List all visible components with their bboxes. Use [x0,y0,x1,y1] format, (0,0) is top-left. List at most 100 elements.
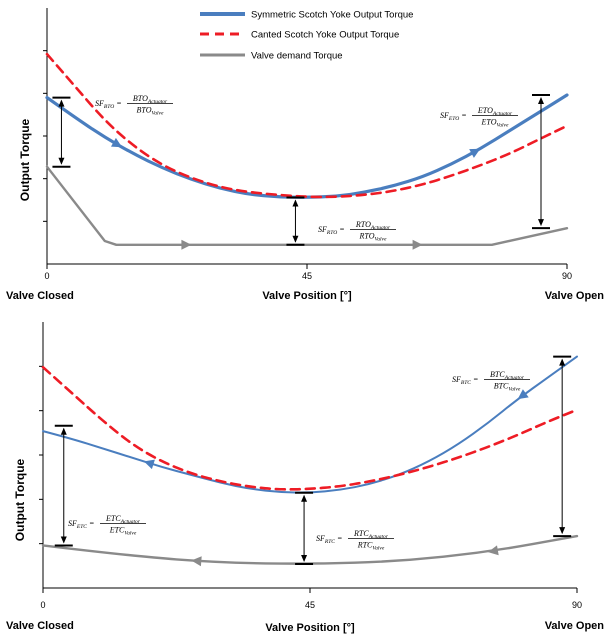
sf-arrowhead-bottom [559,527,566,535]
legend: Symmetric Scotch Yoke Output Torque Cante… [200,10,413,62]
sf-subscript: BTO [104,104,114,110]
sf-num-text: ETO [477,106,493,115]
sf-arrowhead-bottom [301,555,308,563]
sf-formula-lhs: SFBTO = [95,99,122,110]
sf-numerator: ETCActuator [105,514,141,525]
direction-arrow [111,137,123,148]
sf-num-subscript: Actuator [368,534,389,540]
y-axis-title: Output Torque [18,118,32,201]
sf-equals: = [114,99,121,108]
sf-subscript: BTC [461,380,471,386]
x-axis-title: Valve Position [°] [262,290,352,302]
sf-denominator: BTOValve [137,106,164,117]
sf-num-subscript: Actuator [492,111,513,117]
sf-formula-lhs: SFETO = [440,111,467,122]
sf-num-subscript: Actuator [120,519,141,525]
sf-den-text: BTO [137,106,152,115]
direction-arrow [143,459,155,470]
sf-arrowhead-top [538,97,544,105]
legend-label-demand: Valve demand Torque [251,51,343,62]
sf-subscript: ETC [76,524,87,530]
sf-num-subscript: Actuator [370,225,391,231]
end-label-closed: Valve Closed [6,620,74,632]
sf-numerator: BTOActuator [133,94,168,105]
sf-num-text: RTO [355,220,371,229]
direction-arrow [469,148,481,158]
sf-arrowhead-bottom [292,235,299,243]
sf-formula-lhs: SFRTO = [318,225,345,236]
sf-arrowhead-bottom [58,157,65,165]
sf-denominator: RTCValve [357,541,385,552]
sf-arrowhead-bottom [538,219,544,227]
sf-formula-lhs: SFBTC = [452,375,478,386]
sf-arrowhead-top [292,199,299,207]
sf-equals: = [335,534,342,543]
sf-num-text: BTC [490,370,505,379]
sf-symbol: SF [318,225,327,234]
sf-num-text: BTO [133,94,148,103]
sf-subscript: RTO [326,230,337,236]
series-line-canted [45,52,569,199]
end-label-open: Valve Open [545,290,605,302]
sf-den-subscript: Valve [497,123,509,129]
sf-arrowhead-bottom [60,536,67,544]
x-tick-label: 45 [302,271,312,281]
x-tick-label: 0 [40,600,45,610]
sf-num-text: ETC [105,514,121,523]
chart-lower: 0 45 90 Valve Position [°] Valve Closed Valve… [6,322,604,634]
sf-arrowhead-top [301,494,308,502]
sf-num-text: RTC [353,529,369,538]
sf-numerator: RTCActuator [353,529,389,540]
direction-arrow [517,389,529,400]
sf-symbol: SF [95,99,104,108]
chart-upper: 0 45 90 Valve Position [°] Valve Closed Valve… [6,8,604,302]
sf-denominator: ETCValve [109,526,137,537]
direction-arrow [412,239,423,250]
sf-numerator: BTCActuator [490,370,525,381]
sf-den-text: ETO [481,118,497,127]
legend-label-symmetric: Symmetric Scotch Yoke Output Torque [251,10,413,21]
x-tick-label: 90 [572,600,582,610]
sf-denominator: RTOValve [359,232,387,243]
sf-denominator: BTCValve [494,382,521,393]
sf-formula-lhs: SFRTC = [316,534,342,545]
sf-subscript: ETO [448,116,459,122]
sf-den-subscript: Valve [375,237,387,243]
direction-arrow [488,545,499,556]
sf-den-subscript: Valve [372,546,384,552]
sf-den-text: RTC [357,541,373,550]
sf-equals: = [337,225,344,234]
series-line-symmetric [45,93,569,199]
direction-arrow [191,556,202,567]
direction-arrow [181,239,192,250]
sf-symbol: SF [316,534,325,543]
sf-equals: = [87,519,94,528]
series-line-canted [41,365,579,491]
legend-label-canted: Canted Scotch Yoke Output Torque [251,30,399,41]
sf-subscript: RTC [324,539,335,545]
series-line-demand [45,165,569,246]
sf-formula-lhs: SFETC = [68,519,94,530]
end-label-open: Valve Open [545,620,605,632]
x-axis-title: Valve Position [°] [265,622,355,634]
end-label-closed: Valve Closed [6,290,74,302]
sf-numerator: ETOActuator [477,106,513,117]
sf-symbol: SF [68,519,77,528]
sf-equals: = [459,111,466,120]
sf-den-text: BTC [494,382,509,391]
x-tick-label: 90 [562,271,572,281]
sf-num-subscript: Actuator [147,99,168,105]
sf-arrowhead-top [559,358,566,366]
sf-equals: = [471,375,478,384]
y-axis-title: Output Torque [13,458,27,541]
sf-denominator: ETOValve [481,118,509,129]
sf-den-subscript: Valve [124,531,136,537]
sf-den-subscript: Valve [152,111,164,117]
sf-den-text: RTO [359,232,375,241]
